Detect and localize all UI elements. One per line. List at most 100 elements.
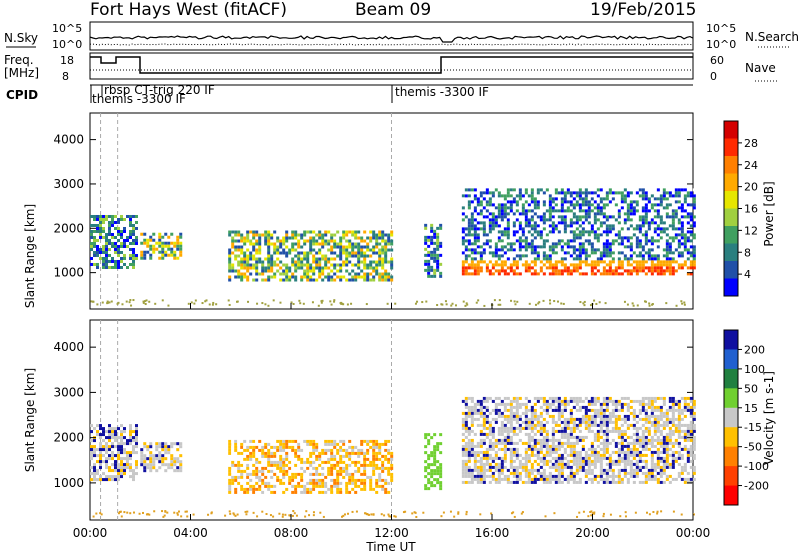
range-cell	[585, 475, 588, 478]
range-cell	[462, 212, 465, 215]
range-cell	[558, 397, 561, 400]
range-cell	[549, 475, 552, 478]
range-cell	[123, 457, 126, 460]
range-cell	[477, 197, 480, 200]
range-cell	[606, 403, 609, 406]
range-cell	[345, 246, 348, 249]
range-cell	[603, 203, 606, 206]
range-cell	[309, 482, 312, 485]
range-cell	[555, 251, 558, 254]
range-cell	[339, 270, 342, 273]
range-cell	[228, 467, 231, 470]
range-cell	[579, 230, 582, 233]
range-cell	[639, 400, 642, 403]
range-cell	[672, 442, 675, 445]
range-cell	[588, 409, 591, 412]
range-cell	[606, 451, 609, 454]
range-cell	[498, 254, 501, 257]
range-cell	[669, 206, 672, 209]
range-cell	[483, 227, 486, 230]
range-cell	[516, 209, 519, 212]
range-cell	[693, 236, 696, 239]
range-cell	[330, 440, 333, 443]
range-cell	[543, 457, 546, 460]
range-cell	[612, 469, 615, 472]
ground-scatter-cell	[312, 301, 314, 303]
range-cell	[276, 240, 279, 243]
range-cell	[570, 466, 573, 469]
range-cell	[342, 249, 345, 252]
range-cell	[636, 236, 639, 239]
range-cell	[303, 252, 306, 255]
range-cell	[468, 248, 471, 251]
range-cell	[303, 488, 306, 491]
range-cell	[534, 221, 537, 224]
range-cell	[234, 240, 237, 243]
range-cell	[351, 255, 354, 258]
range-cell	[627, 457, 630, 460]
range-cell	[561, 442, 564, 445]
range-cell	[477, 454, 480, 457]
range-cell	[603, 472, 606, 475]
range-cell	[690, 215, 693, 218]
range-cell	[636, 430, 639, 433]
range-cell	[462, 266, 465, 269]
range-cell	[267, 252, 270, 255]
range-cell	[96, 478, 99, 481]
range-cell	[630, 263, 633, 266]
range-cell	[531, 227, 534, 230]
range-cell	[639, 451, 642, 454]
range-cell	[291, 237, 294, 240]
range-cell	[96, 254, 99, 257]
range-cell	[558, 400, 561, 403]
range-cell	[627, 215, 630, 218]
range-cell	[309, 488, 312, 491]
range-cell	[513, 442, 516, 445]
range-cell	[666, 448, 669, 451]
range-cell	[126, 245, 129, 248]
range-cell	[300, 443, 303, 446]
range-cell	[654, 475, 657, 478]
range-cell	[462, 239, 465, 242]
range-cell	[102, 472, 105, 475]
range-cell	[285, 470, 288, 473]
range-cell	[615, 406, 618, 409]
range-cell	[228, 470, 231, 473]
range-cell	[591, 454, 594, 457]
range-cell	[164, 254, 167, 257]
range-cell	[303, 270, 306, 273]
range-cell	[603, 424, 606, 427]
range-cell	[669, 400, 672, 403]
range-cell	[315, 482, 318, 485]
range-cell	[594, 415, 597, 418]
range-cell	[558, 463, 561, 466]
range-cell	[477, 469, 480, 472]
range-cell	[492, 457, 495, 460]
range-cell	[663, 415, 666, 418]
range-cell	[528, 418, 531, 421]
range-cell	[288, 479, 291, 482]
range-cell	[564, 403, 567, 406]
range-cell	[474, 266, 477, 269]
range-cell	[357, 246, 360, 249]
range-cell	[465, 406, 468, 409]
range-cell	[609, 191, 612, 194]
range-cell	[276, 246, 279, 249]
range-cell	[555, 424, 558, 427]
range-cell	[531, 478, 534, 481]
range-cell	[330, 264, 333, 267]
range-cell	[465, 397, 468, 400]
range-cell	[321, 467, 324, 470]
range-cell	[690, 415, 693, 418]
range-cell	[285, 255, 288, 258]
range-cell	[167, 448, 170, 451]
range-cell	[534, 415, 537, 418]
range-cell	[555, 263, 558, 266]
range-cell	[468, 197, 471, 200]
range-cell	[531, 188, 534, 191]
range-cell	[474, 209, 477, 212]
range-cell	[294, 440, 297, 443]
range-cell	[639, 412, 642, 415]
range-cell	[504, 466, 507, 469]
range-cell	[297, 240, 300, 243]
